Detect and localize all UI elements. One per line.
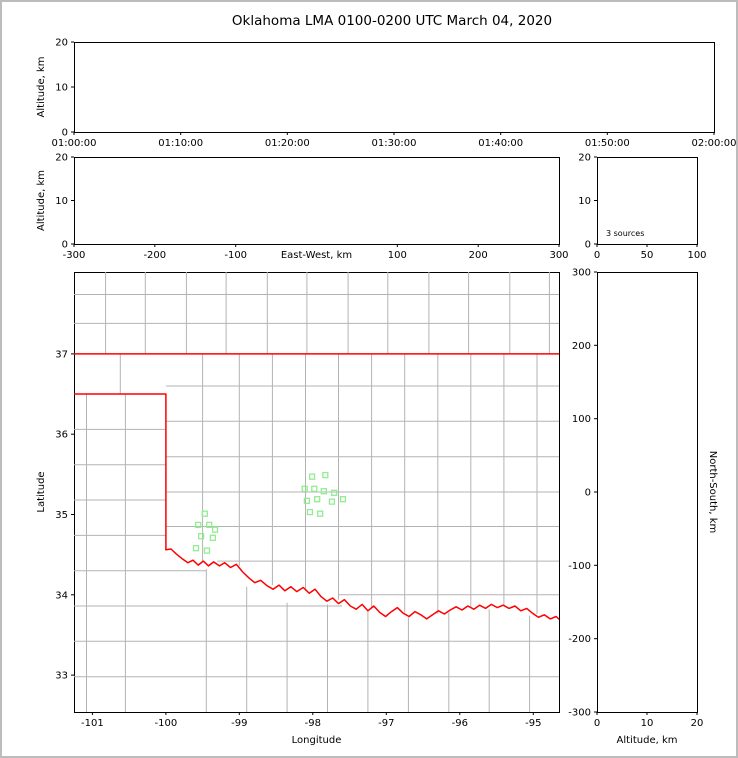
tick-label: 100 [572,414,591,425]
tick-label: 33 [55,671,68,682]
x-axis-label: Altitude, km [617,735,678,746]
station-marker [317,510,324,517]
station-marker [306,508,314,516]
tick-label: 300 [572,268,591,279]
station-marker [314,496,321,503]
panel-time-height: 01:00:00 01:10:00 01:20:00 01:30:00 01:40:00… [36,38,736,150]
tick-label: 35 [55,510,68,521]
tick-label: 0 [594,250,600,261]
tick-label: 10 [578,196,591,207]
tick-label: 36 [55,430,68,441]
tick-label: 20 [55,153,68,164]
tick-label: 200 [469,250,488,261]
tick-label: -97 [378,718,394,729]
y-axis-label: Latitude [36,471,47,512]
station-marker [206,521,213,529]
tick-label: 37 [55,349,68,360]
station-marker [311,485,318,492]
x-axis-label: East-West, km [281,250,352,261]
station-marker [301,485,308,492]
tick-label: 100 [388,250,407,261]
station-marker [201,510,208,517]
tick-label: -300 [568,708,591,719]
tick-label: 02:00:00 [692,138,737,149]
panel-alt-histogram: 0 50 100 0 10 20 3 sources [578,153,706,262]
station-marker [192,545,200,552]
station-marker [197,533,205,540]
axes-frame [597,157,698,245]
tick-label: 20 [578,153,591,164]
tick-label: 0 [585,240,591,251]
tick-label: 0 [585,488,591,499]
panel-ns-height: 0 10 20 300 200 100 0 -100 -200 -300 North-South, … [568,268,718,747]
tick-label: -300 [63,250,86,261]
tick-label: 20 [55,38,68,49]
station-marker [339,496,347,503]
state-border [165,548,559,621]
station-marker [211,526,219,533]
tick-label: -95 [525,718,541,729]
tick-label: -100 [155,718,178,729]
station-marker [303,497,311,504]
station-marker [195,521,202,529]
tick-label: 01:50:00 [585,138,630,149]
station-marker [322,471,329,479]
y-axis-label: Altitude, km [36,57,47,118]
tick-label: 20 [691,718,704,729]
state-border [74,393,167,551]
tick-label: 01:00:00 [52,138,97,149]
tick-label: -98 [305,718,321,729]
tick-label: 10 [55,196,68,207]
tick-label: 01:10:00 [158,138,203,149]
y-axis-label: Altitude, km [36,170,47,231]
station-marker [330,489,338,496]
tick-label: 50 [641,250,654,261]
station-marker [320,488,327,495]
tick-label: 300 [549,250,568,261]
y-axis-label: North-South, km [707,451,718,534]
tick-label: -100 [224,250,247,261]
figure-title: Oklahoma LMA 0100-0200 UTC March 04, 202… [231,13,553,29]
station-marker [209,534,217,541]
tick-label: -96 [452,718,468,729]
axes-frame [597,272,698,713]
tick-label: 01:40:00 [478,138,523,149]
tick-label: -200 [568,634,591,645]
tick-label: -101 [81,718,104,729]
tick-label: -200 [143,250,166,261]
tick-label: 0 [62,128,68,139]
county-boundary-lines [74,272,559,712]
tick-label: 01:30:00 [372,138,417,149]
axes-frame [74,157,560,245]
map-content [74,272,559,712]
station-marker [203,547,211,554]
source-count-annotation: 3 sources [606,229,644,238]
tick-label: -100 [568,561,591,572]
tick-label: 10 [641,718,654,729]
axes-frame [74,42,715,133]
panel-ew-height: -300 -200 -100 100 200 300 0 10 20 Altitude, km Ea… [36,153,569,262]
tick-label: 01:20:00 [265,138,310,149]
lma-stations [192,471,347,554]
station-marker [308,473,316,480]
tick-label: 34 [55,590,68,601]
tick-label: 10 [55,83,68,94]
x-axis-label: Longitude [292,735,342,746]
tick-label: 0 [594,718,600,729]
station-marker [328,498,336,505]
tick-label: 100 [687,250,706,261]
panel-plan-map: -101 -100 -99 -98 -97 -96 -95 33 34 35 36 37 Latitud… [36,272,560,746]
tick-label: 200 [572,341,591,352]
tick-label: 0 [62,240,68,251]
tick-label: -99 [231,718,247,729]
